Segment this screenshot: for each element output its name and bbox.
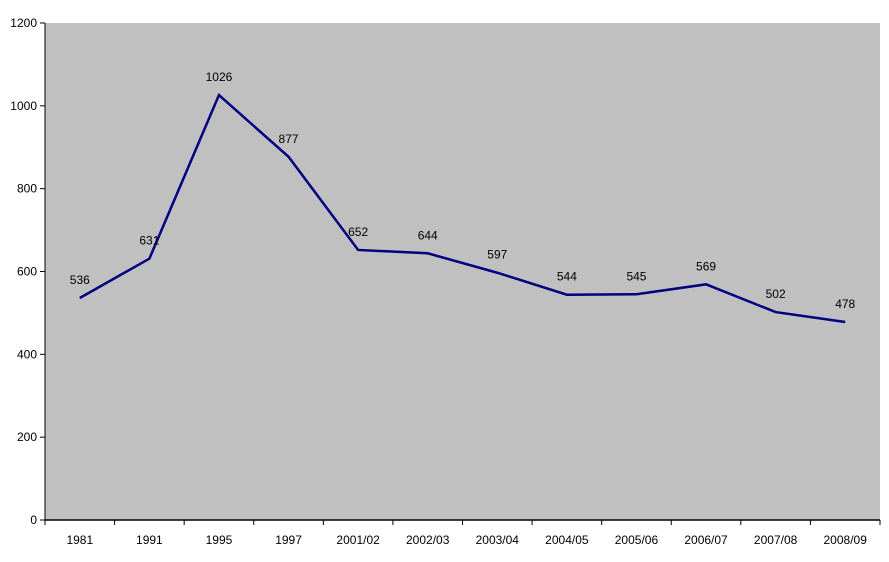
x-tick-label: 2002/03 [406,533,450,547]
data-label: 478 [835,297,855,311]
y-axis: 0 200 400 600 800 1000 1200 [10,16,46,527]
y-tick-label: 800 [17,182,37,196]
y-tick-label: 1200 [10,16,37,30]
data-label: 544 [557,270,577,284]
x-tick-label: 2003/04 [476,533,520,547]
y-tick-label: 1000 [10,99,37,113]
plot-area [45,23,880,520]
data-label: 644 [418,228,438,242]
y-tick-label: 200 [17,430,37,444]
x-tick-label: 2007/08 [754,533,798,547]
x-tick-label: 2005/06 [615,533,659,547]
y-tick-label: 0 [30,513,37,527]
x-tick-label: 2004/05 [545,533,589,547]
x-tick-label: 2001/02 [336,533,380,547]
data-label: 569 [696,259,716,273]
x-tick-label: 2006/07 [684,533,728,547]
data-label: 597 [487,248,507,262]
data-label: 631 [139,234,159,248]
y-tick-label: 600 [17,265,37,279]
x-tick-label: 1981 [66,533,93,547]
x-tick-label: 1991 [136,533,163,547]
y-tick-label: 400 [17,347,37,361]
data-label: 502 [766,287,786,301]
x-tick-label: 2008/09 [824,533,868,547]
series-group: 536 631 1026 877 652 644 597 544 545 569 502 478 [70,70,856,324]
data-label: 1026 [206,70,233,84]
data-label: 536 [70,273,90,287]
x-axis: 1981 1991 1995 1997 2001/02 2002/03 2003/04 200… [44,519,881,547]
x-tick-label: 1997 [275,533,302,547]
data-label: 877 [279,132,299,146]
data-label: 545 [626,269,646,283]
x-tick-label: 1995 [206,533,233,547]
data-label: 652 [348,225,368,239]
series-line [79,92,846,324]
